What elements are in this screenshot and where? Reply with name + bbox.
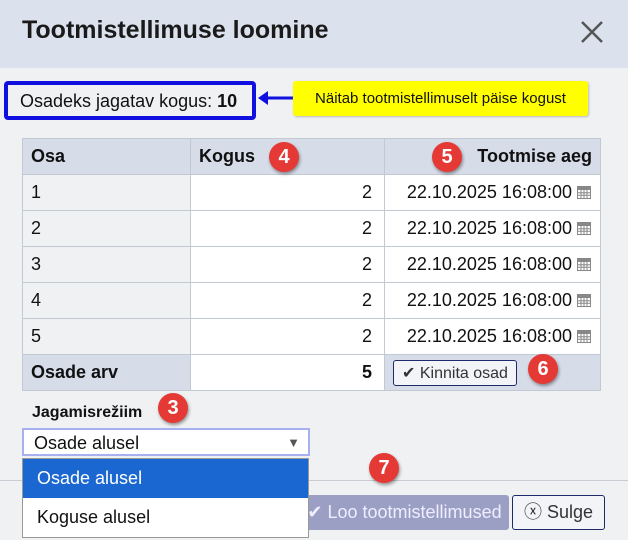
confirm-parts-button[interactable]: ✔ Kinnita osad bbox=[393, 359, 517, 386]
table-row: 4 2 22.10.2025 16:08:00 bbox=[22, 282, 601, 319]
confirm-parts-label: Kinnita osad bbox=[419, 364, 508, 382]
option-koguse-alusel[interactable]: Koguse alusel bbox=[37, 507, 151, 527]
step-badge-7: 7 bbox=[369, 453, 399, 483]
dialog-title: Tootmistellimuse loomine bbox=[22, 16, 329, 44]
parts-count-value: 5 bbox=[190, 354, 385, 391]
cell-kogus[interactable]: 2 bbox=[190, 246, 385, 283]
check-icon: ✔ bbox=[307, 502, 323, 522]
parts-count-label: Osade arv bbox=[22, 354, 191, 391]
calendar-icon[interactable] bbox=[576, 328, 592, 344]
mode-label: Jagamisrežiim bbox=[32, 404, 143, 421]
date-value: 22.10.2025 16:08:00 bbox=[406, 182, 572, 202]
date-value: 22.10.2025 16:08:00 bbox=[406, 326, 572, 346]
footer-divider bbox=[0, 480, 628, 481]
calendar-icon[interactable] bbox=[576, 256, 592, 272]
table-row: 2 2 22.10.2025 16:08:00 bbox=[22, 210, 601, 247]
close-circle-icon: ⓧ bbox=[523, 502, 542, 522]
cell-osa: 5 bbox=[22, 318, 191, 355]
step-badge-3: 3 bbox=[158, 393, 188, 423]
mode-select[interactable]: Osade alusel ▼ bbox=[22, 428, 310, 456]
create-orders-label: Loo tootmistellimused bbox=[327, 502, 502, 522]
table-footer-row: Osade arv 5 ✔ Kinnita osad bbox=[22, 354, 601, 391]
split-quantity-label: Osadeks jagatav kogus: bbox=[20, 91, 213, 111]
table-header-row: Osa Kogus Tootmise aeg bbox=[22, 138, 601, 175]
parts-table: Osa Kogus Tootmise aeg 1 2 22.10.2025 16:0… bbox=[22, 138, 601, 391]
cell-tootmise-aeg[interactable]: 22.10.2025 16:08:00 bbox=[384, 282, 601, 319]
arrow-icon bbox=[258, 91, 294, 105]
cell-osa: 3 bbox=[22, 246, 191, 283]
date-value: 22.10.2025 16:08:00 bbox=[406, 290, 572, 310]
step-badge-6: 6 bbox=[528, 354, 558, 384]
dialog-header: Tootmistellimuse loomine bbox=[0, 0, 628, 68]
option-osade-alusel[interactable]: Osade alusel bbox=[23, 459, 308, 498]
close-icon[interactable] bbox=[578, 18, 606, 46]
table-row: 1 2 22.10.2025 16:08:00 bbox=[22, 174, 601, 211]
cell-osa: 2 bbox=[22, 210, 191, 247]
cell-tootmise-aeg[interactable]: 22.10.2025 16:08:00 bbox=[384, 174, 601, 211]
split-quantity-info: Osadeks jagatav kogus: 10 bbox=[4, 81, 256, 120]
table-row: 3 2 22.10.2025 16:08:00 bbox=[22, 246, 601, 283]
close-label: Sulge bbox=[546, 502, 594, 522]
step-badge-4: 4 bbox=[269, 142, 299, 172]
caret-down-icon: ▼ bbox=[287, 435, 300, 450]
mode-dropdown: Osade alusel Koguse alusel bbox=[22, 458, 309, 538]
calendar-icon[interactable] bbox=[576, 184, 592, 200]
cell-osa: 4 bbox=[22, 282, 191, 319]
date-value: 22.10.2025 16:08:00 bbox=[406, 218, 572, 238]
cell-tootmise-aeg[interactable]: 22.10.2025 16:08:00 bbox=[384, 246, 601, 283]
cell-kogus[interactable]: 2 bbox=[190, 318, 385, 355]
calendar-icon[interactable] bbox=[576, 292, 592, 308]
cell-kogus[interactable]: 2 bbox=[190, 282, 385, 319]
calendar-icon[interactable] bbox=[576, 220, 592, 236]
cell-kogus[interactable]: 2 bbox=[190, 210, 385, 247]
create-orders-button[interactable]: ✔ Loo tootmistellimused bbox=[300, 495, 509, 530]
split-quantity-value: 10 bbox=[217, 91, 238, 111]
header-osa: Osa bbox=[22, 138, 191, 175]
close-button[interactable]: ⓧ Sulge bbox=[512, 495, 605, 530]
cell-tootmise-aeg[interactable]: 22.10.2025 16:08:00 bbox=[384, 318, 601, 355]
step-badge-5: 5 bbox=[432, 142, 462, 172]
cell-tootmise-aeg[interactable]: 22.10.2025 16:08:00 bbox=[384, 210, 601, 247]
mode-selected-value: Osade alusel bbox=[34, 433, 140, 453]
check-icon: ✔ bbox=[402, 364, 416, 382]
annotation-note: Näitab tootmistellimuselt päise kogust bbox=[293, 81, 588, 116]
cell-kogus[interactable]: 2 bbox=[190, 174, 385, 211]
header-tootmise-aeg: Tootmise aeg bbox=[384, 138, 601, 175]
date-value: 22.10.2025 16:08:00 bbox=[406, 254, 572, 274]
cell-osa: 1 bbox=[22, 174, 191, 211]
table-row: 5 2 22.10.2025 16:08:00 bbox=[22, 318, 601, 355]
